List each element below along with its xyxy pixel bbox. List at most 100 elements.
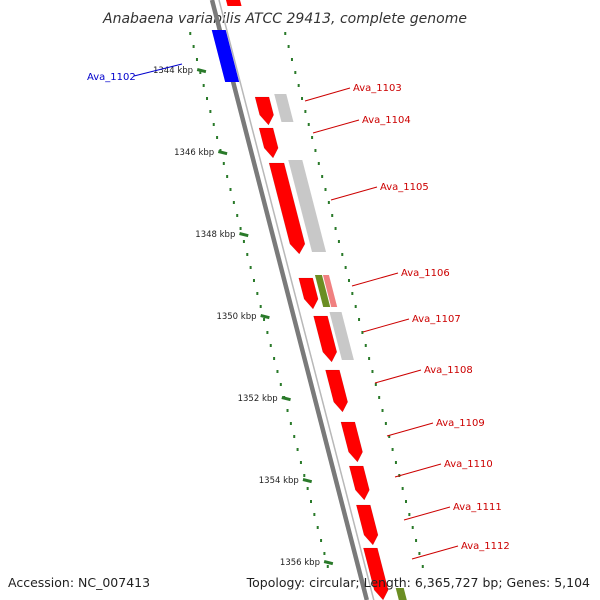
gene-block-ava-1108[interactable]: [325, 369, 348, 413]
scale-tick-label: 1348 kbp: [195, 230, 235, 240]
gene-block-ava-1109[interactable]: [340, 421, 363, 463]
gene-label-leader-line: [394, 463, 442, 478]
scale-dot: [249, 266, 252, 269]
label-track-dot: [334, 227, 337, 230]
backbone-strand-inner: [218, 0, 375, 600]
gene-label-ava-1109[interactable]: Ava_1109: [436, 418, 485, 429]
scale-tick-label: 1356 kbp: [280, 558, 320, 568]
label-track-dot: [284, 32, 287, 35]
scale-tick-mark: [281, 396, 291, 402]
gene-label-ava-1110[interactable]: Ava_1110: [444, 459, 493, 470]
label-track-dot: [394, 461, 397, 464]
scale-dot: [293, 435, 296, 438]
scale-dot: [273, 357, 276, 360]
gene-label-ava-1111[interactable]: Ava_1111: [453, 502, 502, 513]
gene-label-track: Ava_1102 Ava_1103 Ava_1104 Ava_1105 Ava_1106…: [87, 63, 510, 560]
scale-tick-mark: [239, 232, 249, 238]
gene-block-ava-1107[interactable]: [313, 315, 338, 363]
gene-label-leader-line: [411, 545, 459, 560]
scale-dot: [276, 370, 279, 373]
scale-tick-label: 1346 kbp: [174, 148, 214, 158]
scale-dot: [266, 331, 269, 334]
gene-block-bottom-green[interactable]: [395, 588, 407, 600]
gene-label-ava-1102[interactable]: Ava_1102: [87, 72, 136, 83]
label-track-dot: [401, 487, 404, 490]
label-track-dot: [411, 526, 414, 529]
scale-dot: [209, 110, 212, 113]
gene-block-ava-1111[interactable]: [355, 504, 379, 546]
scale-tick-track: 1344 kbp 1346 kbp 1348 kbp 1350 kbp 1352 kbp…: [153, 32, 424, 568]
scale-dot: [326, 565, 329, 568]
label-track-dot: [347, 279, 350, 282]
gene-label-leader-line: [133, 63, 183, 77]
scale-tick-label: 1344 kbp: [153, 66, 193, 76]
label-track-dot: [337, 240, 340, 243]
gene-block-ava-1105[interactable]: [268, 162, 306, 255]
gene-block-ava-1110[interactable]: [348, 465, 370, 501]
scale-dot: [192, 45, 195, 48]
scale-dot: [269, 344, 272, 347]
gene-block-ava-1105-rev[interactable]: [288, 160, 327, 252]
gene-block-ava-1103[interactable]: [254, 96, 274, 126]
backbone-strand-outer: [209, 0, 369, 600]
scale-dot: [286, 409, 289, 412]
scale-dot: [189, 32, 192, 35]
gene-label-leader-line: [403, 506, 451, 521]
gene-block-ava-1112[interactable]: [363, 547, 389, 600]
gene-block-ava-1104[interactable]: [258, 127, 279, 159]
gene-block-top[interactable]: [225, 0, 242, 6]
label-track-dot: [301, 97, 304, 100]
label-track-dot: [317, 162, 320, 165]
label-track-dot: [421, 565, 424, 568]
label-track-dot: [381, 409, 384, 412]
label-track-dot: [304, 110, 307, 113]
scale-dot: [229, 188, 232, 191]
scale-dot: [206, 97, 209, 100]
label-track-dot: [358, 318, 361, 321]
gene-block-ava-1106-b[interactable]: [314, 275, 331, 307]
scale-tick-mark: [196, 68, 207, 74]
gene-label-ava-1106[interactable]: Ava_1106: [401, 268, 450, 279]
scale-dot: [289, 422, 292, 425]
label-track-dot: [374, 383, 377, 386]
scale-dot: [296, 448, 299, 451]
gene-label-leader-line: [330, 186, 378, 201]
scale-dot: [239, 227, 242, 230]
accession-text: Accession: NC_007413: [8, 575, 150, 590]
scale-dot: [306, 487, 309, 490]
gene-label-ava-1108[interactable]: Ava_1108: [424, 365, 473, 376]
label-track-dot: [388, 435, 391, 438]
label-track-dot: [361, 331, 364, 334]
scale-dot: [316, 526, 319, 529]
scale-dot: [313, 513, 316, 516]
gene-label-ava-1112[interactable]: Ava_1112: [461, 541, 510, 552]
label-track-dot: [311, 136, 314, 139]
label-track-dot: [364, 344, 367, 347]
label-track-dot: [408, 513, 411, 516]
scale-dot: [232, 201, 235, 204]
gene-label-ava-1105[interactable]: Ava_1105: [380, 182, 429, 193]
gene-label-ava-1107[interactable]: Ava_1107: [412, 314, 461, 325]
label-track-dot: [354, 305, 357, 308]
gene-label-leader-line: [386, 422, 434, 437]
scale-dot: [236, 214, 239, 217]
gene-block-ava-1107-rev[interactable]: [329, 312, 354, 360]
label-track-dot: [287, 45, 290, 48]
gene-label-leader-line: [304, 87, 351, 102]
gene-track: [211, 0, 407, 600]
scale-tick-mark: [260, 314, 270, 320]
label-track-dot: [391, 448, 394, 451]
gene-block-ava-1103-rev[interactable]: [274, 94, 294, 122]
gene-label-ava-1103[interactable]: Ava_1103: [353, 83, 402, 94]
gene-block-ava-1106-c[interactable]: [322, 275, 338, 307]
label-track-dot: [368, 357, 371, 360]
gene-label-leader-line: [312, 119, 360, 134]
scale-dot: [303, 474, 306, 477]
label-track-dot: [324, 188, 327, 191]
gene-label-ava-1104[interactable]: Ava_1104: [362, 115, 411, 126]
scale-dot: [279, 383, 282, 386]
gene-block-ava-1106[interactable]: [298, 277, 319, 310]
gene-block-ava-1102[interactable]: [211, 30, 240, 82]
